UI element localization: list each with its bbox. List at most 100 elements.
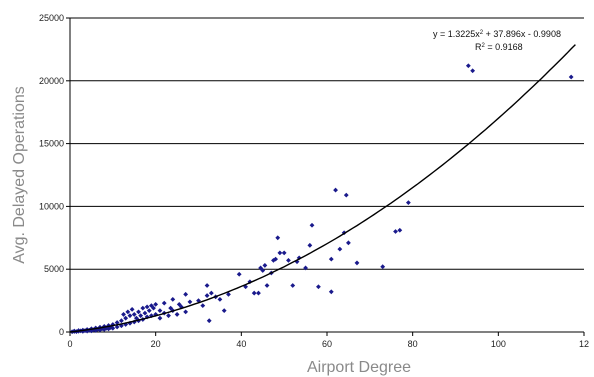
- data-point: [307, 242, 313, 248]
- data-point: [146, 308, 152, 314]
- y-tick-label: 15000: [39, 139, 64, 149]
- data-point: [174, 312, 180, 317]
- data-point: [275, 235, 281, 241]
- x-tick-label: 0: [67, 339, 72, 349]
- data-point: [157, 308, 163, 314]
- data-point: [142, 310, 148, 316]
- data-point: [151, 305, 156, 311]
- data-point: [138, 313, 144, 319]
- y-tick-label: 25000: [39, 13, 64, 23]
- data-point: [204, 283, 210, 288]
- data-point: [217, 296, 223, 302]
- data-point: [110, 325, 116, 331]
- data-point: [140, 305, 146, 311]
- data-point: [251, 290, 257, 296]
- data-point: [183, 291, 189, 297]
- x-tick-label: 20: [151, 339, 161, 349]
- data-point: [568, 74, 574, 80]
- data-point: [243, 284, 249, 290]
- x-tick-label: 100: [491, 339, 506, 349]
- x-tick-label: 60: [322, 339, 332, 349]
- data-point: [393, 229, 398, 234]
- data-point: [133, 315, 139, 321]
- x-tick-labels: 0 20 40 60 80 100 12: [67, 339, 589, 349]
- data-point: [200, 303, 206, 309]
- data-point: [170, 296, 176, 302]
- data-point: [236, 271, 242, 277]
- data-point: [337, 246, 343, 252]
- data-point: [470, 68, 476, 74]
- data-point: [123, 315, 129, 321]
- data-point: [465, 63, 471, 69]
- gridlines: [70, 17, 584, 270]
- x-tick-label: 40: [236, 339, 246, 349]
- data-point: [136, 309, 141, 315]
- data-point: [226, 291, 231, 297]
- x-tick-label: 80: [408, 339, 418, 349]
- y-tick-label: 0: [59, 327, 64, 337]
- trendline-equation: y = 1.3225x2 + 37.896x - 0.9908: [433, 29, 561, 39]
- y-tick-label: 20000: [39, 76, 64, 86]
- data-point: [309, 222, 315, 228]
- data-point: [296, 255, 302, 261]
- data-point: [380, 264, 386, 270]
- data-point: [127, 313, 133, 319]
- x-axis-label: Airport Degree: [307, 359, 411, 376]
- y-axis-label: Avg. Delayed Operations: [11, 86, 28, 264]
- data-point: [260, 268, 266, 273]
- data-point: [273, 256, 278, 262]
- data-point: [264, 283, 270, 288]
- data-point: [187, 299, 193, 305]
- data-point: [144, 304, 150, 310]
- data-point: [131, 312, 137, 317]
- axes: [66, 17, 585, 336]
- data-point: [127, 320, 133, 326]
- data-point: [91, 327, 96, 333]
- data-point: [208, 290, 214, 296]
- data-point: [405, 200, 411, 206]
- data-point: [281, 250, 287, 256]
- data-point: [343, 192, 349, 198]
- data-points: [69, 63, 574, 335]
- data-point: [114, 324, 120, 330]
- data-point: [93, 328, 99, 333]
- data-point: [108, 325, 114, 331]
- data-point: [153, 301, 159, 307]
- x-tick-label: 12: [579, 339, 589, 349]
- data-point: [316, 284, 321, 290]
- data-point: [178, 304, 184, 310]
- data-point: [256, 290, 261, 296]
- data-point: [114, 320, 120, 325]
- data-point: [204, 293, 210, 298]
- y-tick-label: 10000: [39, 201, 64, 211]
- y-tick-labels: 0 5000 10000 15000 20000 25000: [39, 13, 64, 337]
- data-point: [157, 315, 163, 321]
- data-point: [121, 312, 126, 317]
- data-point: [346, 240, 351, 246]
- data-point: [183, 309, 189, 315]
- data-point: [303, 265, 308, 271]
- data-point: [104, 325, 109, 331]
- y-tick-label: 5000: [44, 264, 64, 274]
- data-point: [328, 289, 334, 295]
- trendline: [69, 44, 576, 333]
- data-point: [119, 318, 124, 324]
- data-point: [221, 308, 227, 314]
- data-point: [206, 318, 212, 324]
- r-squared-label: R2 = 0.9168: [475, 42, 523, 52]
- data-point: [286, 258, 291, 263]
- data-point: [354, 260, 360, 266]
- data-point: [262, 263, 268, 268]
- data-point: [125, 309, 131, 315]
- data-point: [290, 283, 296, 288]
- data-point: [333, 187, 338, 193]
- data-point: [129, 306, 135, 312]
- data-point: [148, 313, 154, 319]
- data-point: [277, 250, 283, 256]
- data-point: [328, 256, 334, 262]
- data-point: [294, 259, 300, 265]
- data-point: [397, 227, 403, 233]
- data-point: [161, 300, 167, 306]
- data-point: [166, 313, 171, 319]
